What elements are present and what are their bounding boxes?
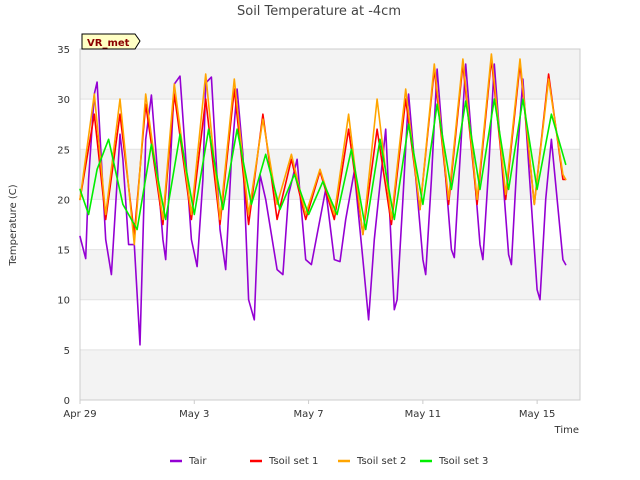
station-badge-shape <box>81 33 141 50</box>
legend: Tair Tsoil set 1 Tsoil set 2 Tsoil set 3 <box>170 456 488 467</box>
x-axis: Apr 29 May 3 May 7 May 11 May 15 <box>63 400 555 420</box>
station-badge: VR_met <box>81 33 141 50</box>
y-tick-label: 15 <box>57 246 70 257</box>
y-tick-label: 10 <box>57 296 70 307</box>
plot-band <box>80 249 580 300</box>
legend-label: Tsoil set 3 <box>438 456 488 467</box>
legend-item: Tsoil set 2 <box>338 456 406 467</box>
x-tick-label: May 7 <box>293 409 323 420</box>
y-tick-label: 5 <box>64 346 70 357</box>
legend-item: Tsoil set 3 <box>420 456 488 467</box>
y-tick-label: 25 <box>57 145 70 156</box>
series-lines <box>79 53 567 346</box>
legend-label: Tair <box>188 456 207 467</box>
plot-band <box>80 49 580 100</box>
x-tick-label: May 11 <box>405 409 442 420</box>
series-line-tsoil-set-3 <box>79 98 567 231</box>
legend-label: Tsoil set 2 <box>356 456 406 467</box>
chart-title: Soil Temperature at -4cm <box>237 4 401 19</box>
series-line-tair <box>79 63 567 346</box>
y-axis: 0 5 10 15 20 25 30 35 <box>57 45 70 407</box>
plot-band <box>80 149 580 200</box>
plot-band <box>80 349 580 400</box>
station-label: VR_met <box>87 38 130 49</box>
y-tick-label: 0 <box>64 396 70 407</box>
plot-area-border <box>79 48 581 401</box>
y-tick-label: 20 <box>57 195 70 206</box>
x-axis-label: Time <box>554 425 579 436</box>
legend-label: Tsoil set 1 <box>268 456 318 467</box>
x-tick-label: May 15 <box>519 409 556 420</box>
x-tick-label: May 3 <box>179 409 209 420</box>
legend-item: Tsoil set 1 <box>250 456 318 467</box>
y-tick-label: 35 <box>57 45 70 56</box>
legend-item: Tair <box>170 456 207 467</box>
y-axis-label: Temperature (C) <box>8 184 19 266</box>
plot-band <box>80 299 580 350</box>
x-tick-label: Apr 29 <box>63 409 96 420</box>
y-tick-label: 30 <box>57 95 70 106</box>
